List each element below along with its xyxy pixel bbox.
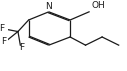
Text: N: N — [45, 2, 52, 12]
Text: F: F — [0, 24, 4, 33]
Text: OH: OH — [91, 1, 105, 10]
Text: F: F — [1, 37, 6, 46]
Text: F: F — [19, 43, 24, 52]
